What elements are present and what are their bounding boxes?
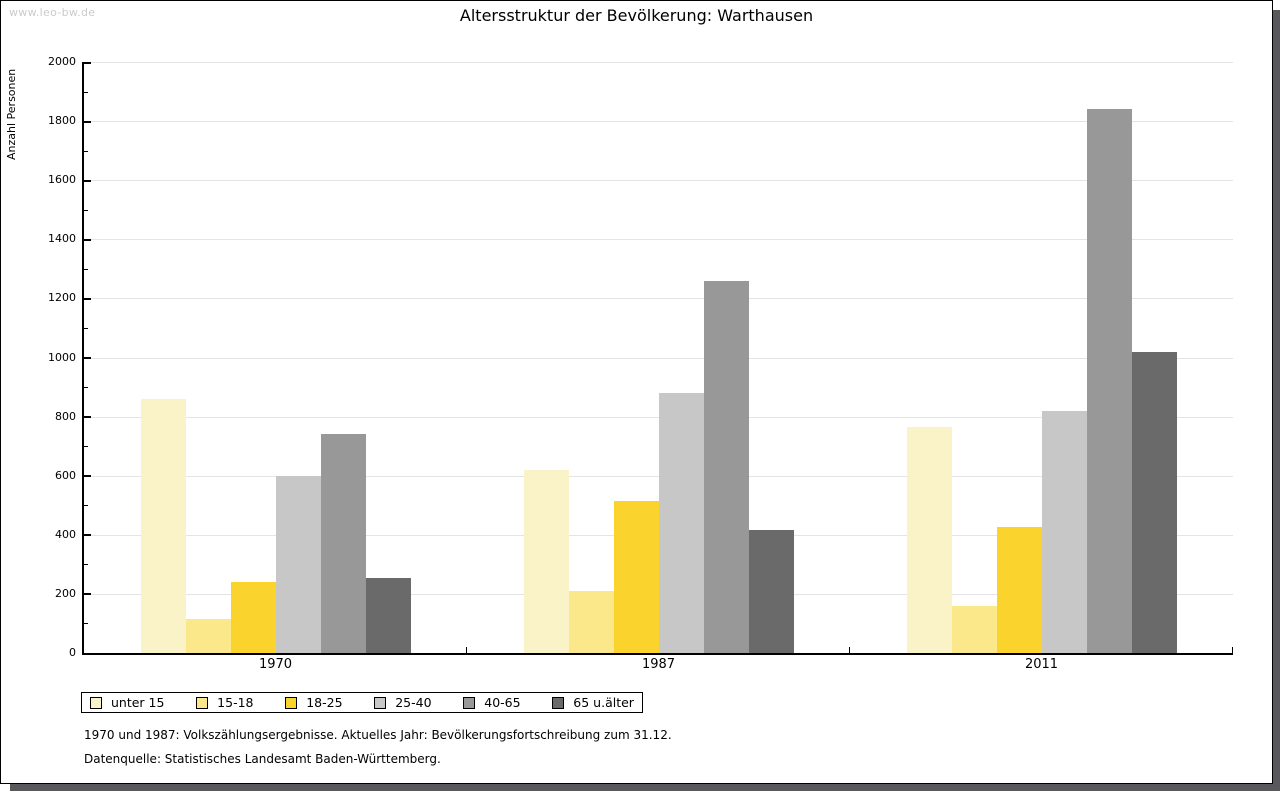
y-tick-label: 600 (55, 468, 76, 482)
gridline (84, 298, 1233, 300)
footnote-dataquelle: Datenquelle: Statistisches Landesamt Bad… (84, 752, 441, 766)
legend-item: unter 15 (90, 695, 164, 710)
y-tick-minor (84, 150, 88, 152)
y-tick-label: 1600 (48, 173, 76, 187)
y-tick-label: 200 (55, 586, 76, 600)
legend-item: 18-25 (285, 695, 343, 710)
bar-1970-40-65 (320, 434, 366, 653)
x-axis-line (82, 653, 1233, 655)
y-tick-label: 400 (55, 527, 76, 541)
y-tick-major (84, 179, 91, 182)
bar-1970-25-40 (275, 475, 321, 653)
y-tick-label: 800 (55, 409, 76, 423)
bar-2011-65-u.älter (1131, 351, 1177, 653)
x-tick (849, 647, 850, 653)
legend-swatch (374, 696, 387, 709)
bar-1970-65-u.älter (365, 577, 411, 653)
y-tick-major (84, 120, 91, 123)
gridline (84, 121, 1233, 123)
legend-item: 40-65 (463, 695, 521, 710)
y-tick-minor (84, 446, 88, 448)
y-tick-major (84, 416, 91, 419)
x-tick (1232, 647, 1233, 653)
gridline (84, 239, 1233, 241)
legend-swatch (552, 696, 565, 709)
y-tick-major (84, 593, 91, 596)
bar-1970-15-18 (185, 619, 231, 653)
legend-label: 18-25 (306, 695, 343, 710)
bar-1987-15-18 (568, 590, 614, 653)
legend-item: 65 u.älter (552, 695, 634, 710)
legend-item: 25-40 (374, 695, 432, 710)
legend-label: 40-65 (484, 695, 521, 710)
bar-1987-18-25 (613, 500, 659, 653)
y-tick-label: 0 (69, 646, 76, 659)
legend: unter 15 15-18 18-25 25-40 40-65 65 u.älter (81, 692, 643, 713)
gridline (84, 357, 1233, 359)
y-tick-major (84, 534, 91, 537)
legend-swatch (90, 696, 102, 709)
watermark: www.leo-bw.de (9, 6, 96, 19)
footnote-sources: 1970 und 1987: Volkszählungsergebnisse. … (84, 728, 672, 742)
legend-swatch (463, 696, 476, 709)
legend-item: 15-18 (196, 695, 254, 710)
bar-2011-15-18 (951, 605, 997, 653)
bar-1970-18-25 (230, 582, 276, 653)
y-tick-label: 1000 (48, 350, 76, 364)
bar-1987-25-40 (658, 392, 704, 653)
y-tick-label: 2000 (48, 55, 76, 68)
y-tick-major (84, 238, 91, 241)
gridline (84, 62, 1233, 63)
x-category-label: 1987 (641, 657, 676, 672)
legend-label: 25-40 (395, 695, 432, 710)
y-tick-minor (84, 564, 88, 566)
y-tick-major (84, 357, 91, 359)
window-shadow-right (1273, 10, 1280, 791)
legend-swatch (196, 696, 209, 709)
bar-1987-40-65 (703, 280, 749, 653)
bar-1970-unter-15 (140, 398, 186, 653)
x-category-label: 2011 (1024, 657, 1059, 672)
legend-label: 65 u.älter (573, 695, 634, 710)
plot-area (82, 61, 1233, 655)
y-tick-major (84, 475, 91, 478)
x-category-label: 1970 (258, 657, 293, 672)
y-tick-minor (84, 91, 88, 93)
y-axis-label: Anzahl Personen (5, 68, 18, 160)
y-tick-major (84, 297, 91, 300)
gridline (84, 180, 1233, 182)
x-tick (466, 647, 467, 653)
legend-label: unter 15 (111, 695, 165, 710)
bar-2011-25-40 (1041, 410, 1087, 653)
y-tick-label: 1800 (48, 114, 76, 128)
y-tick-major (84, 61, 91, 64)
window-shadow-bottom (10, 784, 1280, 791)
bar-1987-unter-15 (523, 469, 569, 653)
bar-2011-unter-15 (906, 426, 952, 653)
y-tick-minor (84, 327, 88, 329)
bar-2011-18-25 (996, 527, 1042, 653)
y-tick-label: 1400 (48, 232, 76, 246)
y-tick-minor (84, 268, 88, 270)
y-tick-minor (84, 505, 88, 507)
bar-2011-40-65 (1086, 109, 1132, 653)
y-tick-minor (84, 387, 88, 389)
y-axis-line (82, 62, 84, 655)
y-tick-label: 1200 (48, 291, 76, 305)
bar-1987-65-u.älter (748, 530, 794, 653)
chart-title: Altersstruktur der Bevölkerung: Warthaus… (459, 6, 814, 25)
legend-swatch (285, 696, 298, 709)
legend-label: 15-18 (217, 695, 254, 710)
y-tick-minor (84, 209, 88, 211)
y-tick-minor (84, 623, 88, 625)
